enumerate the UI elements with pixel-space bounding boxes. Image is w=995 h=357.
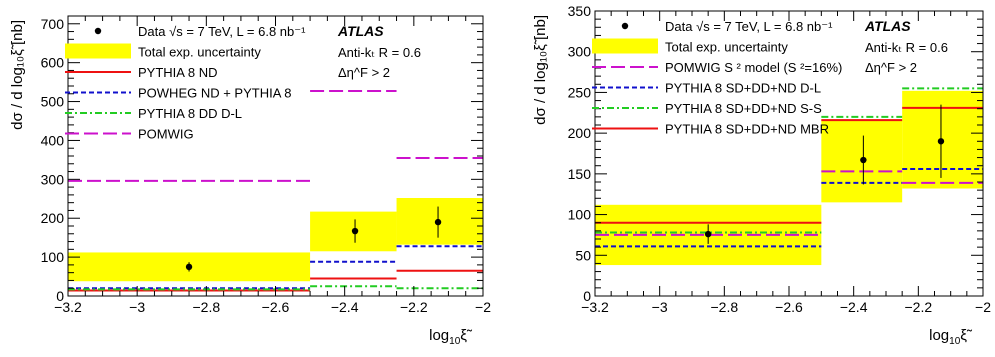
legend-label: Total exp. uncertainty: [665, 40, 788, 55]
legend-label: POWHEG ND + PYTHIA 8: [138, 86, 292, 101]
atlas-label: ATLAS: [864, 18, 911, 34]
data-point: [704, 230, 712, 238]
legend-label: PYTHIA 8 SD+DD+ND MBR: [665, 122, 829, 137]
data-point: [937, 138, 945, 145]
x-tick-label: −2.4: [840, 299, 868, 315]
x-tick-label: −3.2: [581, 299, 609, 315]
y-axis-title: dσ / d log₁₀ξ̃ [nb]: [9, 20, 26, 130]
annotation-text: Anti-kₜ R = 0.6: [338, 45, 421, 60]
atlas-label: ATLAS: [337, 23, 384, 39]
legend-data-marker: [94, 27, 102, 35]
y-tick-label: 300: [568, 44, 592, 60]
y-axis-title: dσ / d log₁₀ξ̃ [nb]: [532, 15, 549, 125]
legend-band-swatch: [592, 38, 658, 54]
data-point: [185, 263, 193, 271]
y-tick-label: 0: [56, 288, 64, 304]
y-tick-label: 700: [41, 16, 65, 32]
legend-label: PYTHIA 8 SD+DD+ND D-L: [665, 81, 821, 96]
y-tick-label: 150: [568, 166, 592, 182]
data-point: [351, 227, 359, 235]
x-tick-label: −3: [652, 299, 668, 315]
x-axis-title: log10ξ̃: [429, 327, 473, 347]
y-tick-label: 200: [568, 125, 592, 141]
x-tick-label: −2.6: [262, 299, 290, 315]
x-tick-label: −2.8: [193, 299, 221, 315]
legend-label: PYTHIA 8 SD+DD+ND S-S: [665, 101, 822, 116]
x-tick-label: −2: [475, 299, 491, 315]
left-panel: −3.2 −3 −2.8 −2.6 −2.4 −2.2 −2 0 100 200 300 400 500…: [9, 15, 491, 347]
data-point: [434, 218, 442, 226]
legend-label: PYTHIA 8 DD D-L: [138, 106, 242, 121]
x-tick-label: −3: [129, 299, 145, 315]
x-axis-title: log10ξ̃: [929, 327, 973, 347]
legend-label: Total exp. uncertainty: [138, 45, 261, 60]
legend-data-marker: [621, 22, 629, 30]
y-tick-label: 100: [568, 207, 592, 223]
x-tick-label: −2: [975, 299, 991, 315]
annotation-text: Δη^F > 2: [865, 60, 917, 75]
legend-label: POMWIG S ² model (S ²=16%): [665, 60, 842, 75]
data-point: [860, 156, 867, 164]
x-tick-label: −2.4: [331, 299, 359, 315]
legend-label: PYTHIA 8 ND: [138, 65, 217, 80]
y-tick-label: 500: [41, 94, 65, 110]
y-tick-label: 250: [568, 84, 592, 100]
y-tick-label: 600: [41, 55, 65, 71]
x-tick-label: −2.2: [400, 299, 428, 315]
annotation-text: Anti-kₜ R = 0.6: [865, 40, 948, 55]
legend-label: POMWIG: [138, 127, 194, 142]
x-tick-label: −2.6: [775, 299, 803, 315]
x-tick-label: −3.2: [54, 299, 82, 315]
x-tick-label: −2.8: [711, 299, 739, 315]
legend-label: Data √s = 7 TeV, L = 6.8 nb⁻¹: [665, 19, 833, 34]
y-tick-label: 400: [41, 132, 65, 148]
y-tick-label: 50: [575, 247, 591, 263]
y-tick-label: 0: [583, 288, 591, 304]
y-tick-label: 300: [41, 171, 65, 187]
legend-label: Data √s = 7 TeV, L = 6.8 nb⁻¹: [138, 24, 306, 39]
y-tick-label: 100: [41, 249, 65, 265]
annotation-text: Δη^F > 2: [338, 65, 390, 80]
y-tick-label: 350: [568, 3, 592, 19]
x-tick-label: −2.2: [905, 299, 933, 315]
right-panel: −3.2 −3 −2.8 −2.6 −2.4 −2.2 −2 0 50 100 150 200 250 3…: [532, 3, 991, 347]
legend-band-swatch: [65, 43, 131, 59]
y-tick-label: 200: [41, 210, 65, 226]
